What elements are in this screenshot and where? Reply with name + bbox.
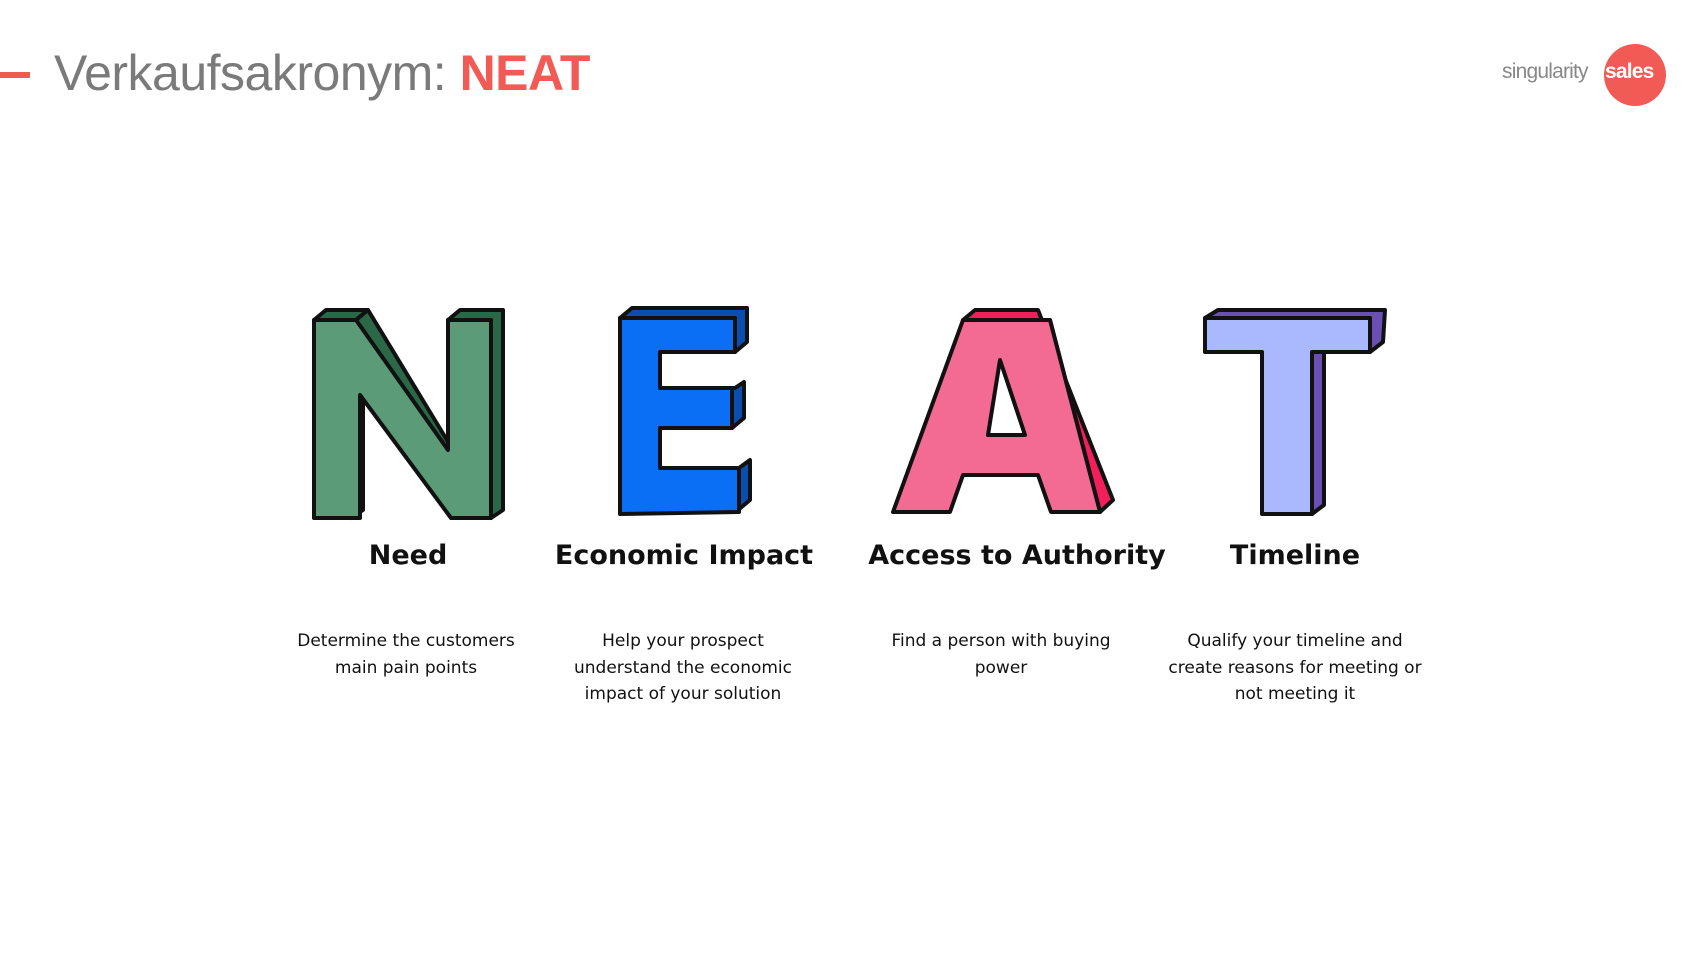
letter-a-illustration [891, 308, 1115, 514]
heading-timeline: Timeline [1229, 540, 1361, 571]
title-acronym: NEAT [459, 45, 591, 101]
heading-access-to-authority: Access to Authority [868, 540, 1166, 571]
logo-circle [1604, 44, 1666, 106]
page-title: Verkaufsakronym: NEAT [54, 44, 590, 102]
letter-n-illustration [312, 308, 505, 520]
title-accent-dash [0, 72, 30, 78]
title-prefix: Verkaufsakronym: [54, 45, 447, 101]
heading-need: Need [368, 540, 448, 571]
logo-text-sales: sales [1605, 60, 1654, 83]
heading-economic-impact: Economic Impact [554, 540, 814, 571]
description-access-to-authority: Find a person with buying power [891, 631, 1111, 678]
description-need: Determine the customers main pain points [297, 631, 515, 678]
description-economic-impact: Help your prospect understand the econom… [573, 631, 792, 704]
letter-e-illustration [618, 306, 752, 516]
letter-t-illustration [1203, 308, 1387, 516]
logo-text-singularity: singularity [1502, 60, 1589, 83]
description-timeline: Qualify your timeline and create reasons… [1168, 631, 1422, 704]
